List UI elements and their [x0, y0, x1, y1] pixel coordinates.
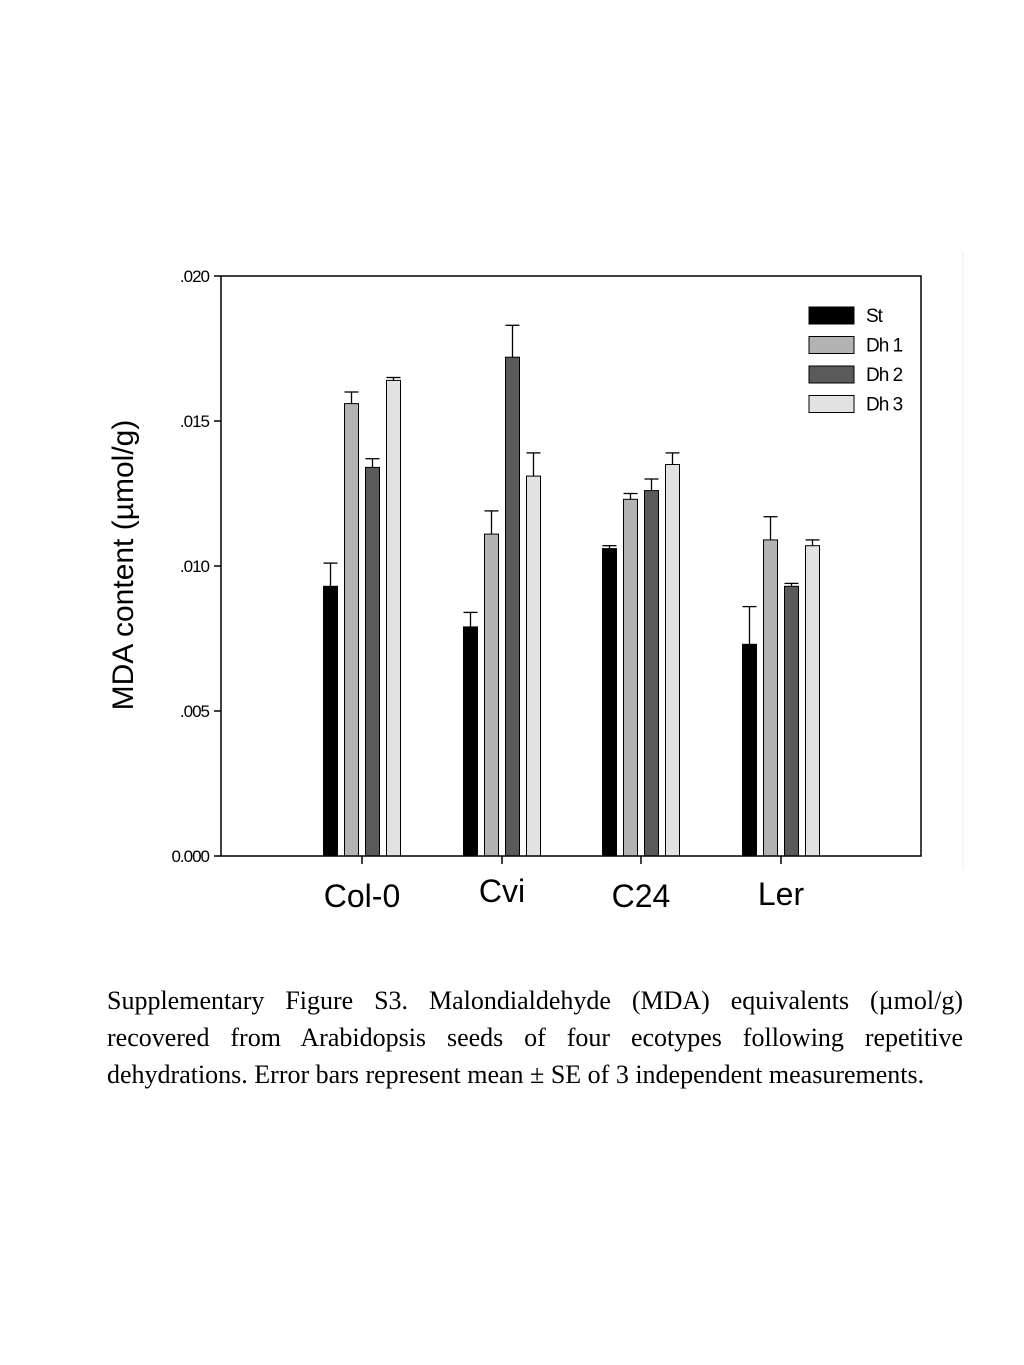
legend-label: Dh 2 [866, 365, 903, 386]
legend: St Dh 1 Dh 2 Dh 3 [808, 306, 904, 416]
y-tick-label: .015 [180, 412, 210, 431]
bar [742, 643, 757, 857]
y-axis: 0.000 .005 .010 .015 .020 [171, 267, 221, 866]
x-tick-label: Ler [758, 876, 805, 912]
bar [323, 585, 338, 857]
x-tick-label: Col-0 [324, 878, 400, 914]
bar [602, 548, 617, 857]
x-tick-label: C24 [612, 878, 671, 914]
bar [623, 498, 638, 857]
legend-swatch [808, 395, 855, 413]
bar [644, 490, 659, 857]
y-tick-label: .010 [180, 557, 210, 576]
y-tick-label: 0.000 [171, 847, 209, 866]
y-axis-title: MDA content (µmol/g) [107, 420, 140, 711]
legend-label: Dh 1 [866, 336, 903, 357]
bar [526, 475, 541, 857]
bar [665, 464, 680, 857]
bar [784, 585, 799, 857]
bar [386, 379, 401, 857]
bar [463, 626, 478, 857]
legend-swatch [808, 365, 855, 384]
bar [763, 539, 778, 857]
figure-caption: Supplementary Figure S3. Malondialdehyde… [107, 986, 963, 1089]
bar [484, 533, 499, 857]
x-tick-label: Cvi [479, 873, 525, 909]
bar [365, 466, 380, 857]
y-tick-label: .020 [180, 267, 210, 286]
bar [344, 403, 359, 857]
legend-swatch [808, 306, 855, 325]
bar [505, 356, 520, 857]
legend-label: Dh 3 [866, 395, 903, 416]
legend-swatch [808, 336, 855, 354]
bar [805, 545, 820, 857]
legend-label: St [866, 306, 884, 327]
bars-layer [323, 324, 820, 857]
x-axis: Col-0 Cvi C24 Ler [324, 856, 805, 914]
y-tick-label: .005 [180, 702, 210, 721]
bar-chart: 0.000 .005 .010 .015 .020 Col-0 Cvi C24 Ler MDA… [107, 252, 964, 914]
